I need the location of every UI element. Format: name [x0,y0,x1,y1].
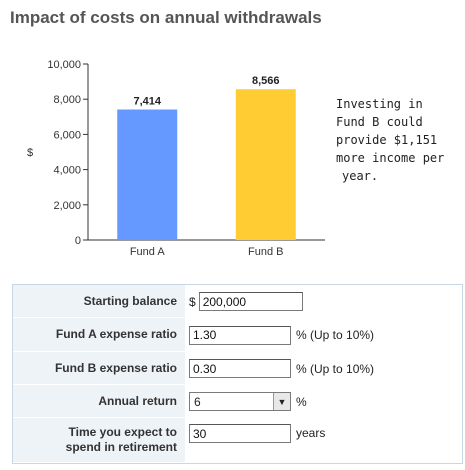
fund-a-expense-suffix: % (Up to 10%) [296,328,375,342]
annual-return-label: Annual return [13,385,185,418]
fund-b-expense-label: Fund B expense ratio [13,352,185,385]
fund-a-expense-label: Fund A expense ratio [13,318,185,352]
chevron-down-icon[interactable]: ▼ [273,393,290,410]
y-tick-label: 0 [75,235,81,247]
fund-b-expense-suffix: % (Up to 10%) [296,361,375,376]
y-tick-label: 2,000 [53,200,81,212]
y-tick-label: 8,000 [53,94,81,106]
note-line: year. [342,169,379,183]
currency-prefix: $ [189,294,196,309]
retirement-years-label-line1: Time you expect to [68,425,177,439]
y-tick-label: 6,000 [53,129,81,141]
bar-value-label: 8,566 [252,75,280,87]
starting-balance-label: Starting balance [13,285,185,318]
retirement-years-suffix: years [296,426,326,440]
row-retirement-years: Time you expect to spend in retirement y… [13,418,462,463]
row-starting-balance: Starting balance $ [13,285,462,318]
retirement-years-label-line2: spend in retirement [65,440,177,454]
y-tick-label: 10,000 [47,59,81,71]
row-fund-b-expense: Fund B expense ratio % (Up to 10%) [13,352,462,385]
annual-return-value: 6 [194,394,201,409]
y-axis-label: $ [27,147,33,159]
fund-a-expense-input[interactable] [189,325,291,345]
note-line: provide $1,151 [336,133,438,147]
income-note: Investing in Fund B could provide $1,151… [336,95,456,185]
calculator-form: Starting balance $ Fund A expense ratio … [12,284,463,464]
x-tick-label: Fund B [248,246,283,258]
note-line: Fund B could [336,115,423,129]
retirement-years-label: Time you expect to spend in retirement [13,418,185,463]
bar-chart: 0 2,000 4,000 6,000 8,000 10,000 $7,414 Fund A 8… [0,52,330,267]
row-annual-return: Annual return 6 ▼ % [13,385,462,418]
fund-b-expense-input[interactable] [189,359,291,378]
starting-balance-input[interactable] [198,292,303,311]
note-line: Investing in [336,97,423,111]
annual-return-select[interactable]: 6 ▼ [189,392,291,411]
retirement-years-input[interactable] [189,424,291,443]
bar-fund-a [117,109,178,240]
bar-fund-b [235,89,296,240]
x-tick-label: Fund A [130,246,166,258]
page-title: Impact of costs on annual withdrawals [10,8,322,27]
row-fund-a-expense: Fund A expense ratio % (Up to 10%) [13,318,462,352]
annual-return-suffix: % [296,394,307,409]
bar-chart-svg: 0 2,000 4,000 6,000 8,000 10,000 $7,414 Fund A 8… [27,59,325,258]
bar-value-label: 7,414 [133,96,161,108]
note-line: more income per [336,151,445,165]
y-tick-label: 4,000 [53,165,81,177]
